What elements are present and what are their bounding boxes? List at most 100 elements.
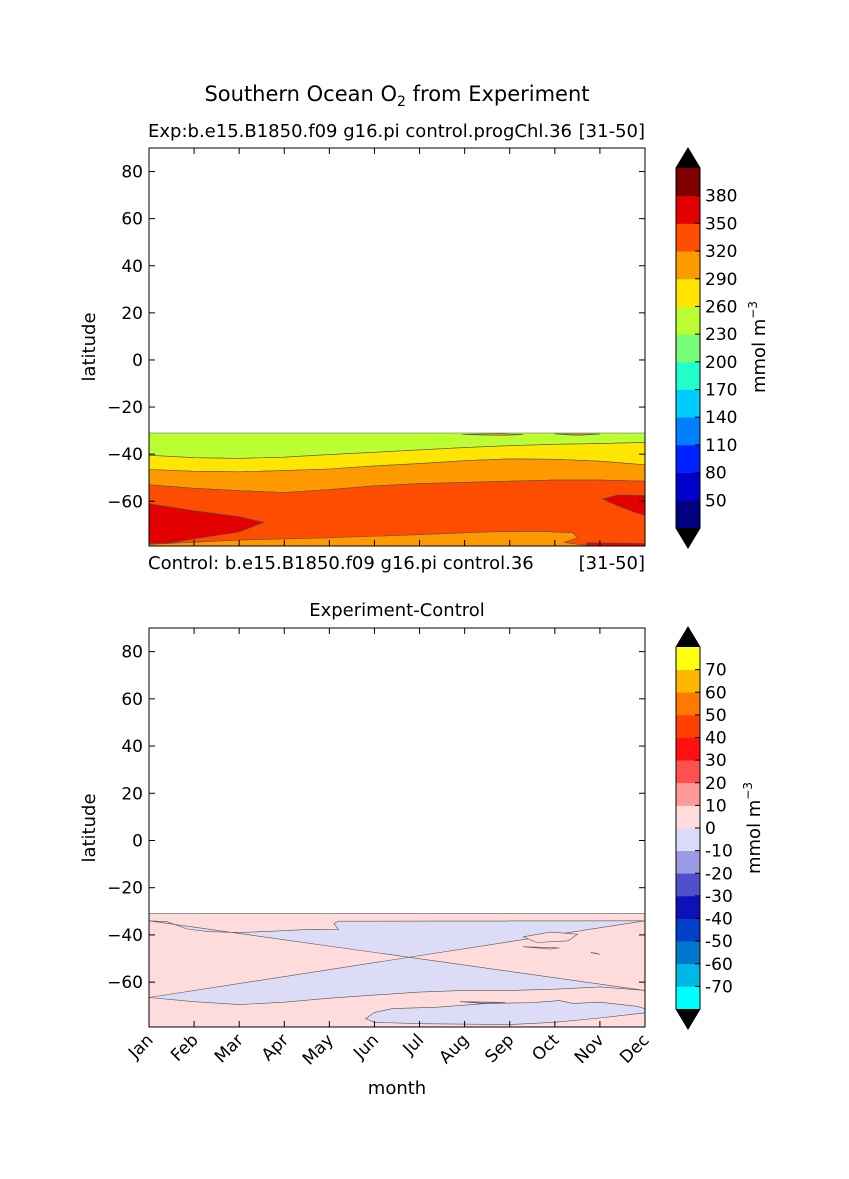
bottom-x-axis-label: month [368,1078,426,1099]
top-colorbar: 50 80 110 140 170 200 230 260 290 320 350 380 [675,147,737,549]
y-tick-label: 80 [121,643,143,663]
top-experiment-label: Exp:b.e15.B1850.f09 g16.pi control.progC… [148,121,572,142]
colorbar-tick-label: 380 [705,187,737,207]
y-tick-label: 0 [132,831,143,851]
contour-patch-0-1 [523,946,560,950]
contour-patch--20-4 [460,1001,506,1004]
colorbar-swatch [676,361,700,390]
contour-patch--10-3 [364,1000,645,1025]
y-tick-label: −20 [107,879,143,899]
y-tick-label: −40 [107,926,143,946]
colorbar-tick-label: 110 [705,436,737,456]
contour-band-320-3 [149,479,645,546]
x-tick-label: Jul [399,1030,428,1059]
y-tick-label: 20 [121,784,143,804]
contour-patch-350-0 [149,503,266,544]
x-tick-label: Nov [571,1030,609,1068]
colorbar-tick-label: -30 [705,887,733,907]
colorbar-extend-min [676,1009,700,1029]
contour-patch-0-0 [522,931,579,943]
colorbar-tick-label: 70 [705,661,727,681]
colorbar-swatch [676,306,700,335]
colorbar-swatch [676,805,700,829]
colorbar-tick-label: 80 [705,464,727,484]
colorbar-tick-label: 350 [705,214,737,234]
x-tick-label: May [299,1030,338,1069]
colorbar-swatch [676,251,700,280]
colorbar-swatch [676,195,700,224]
y-tick-label: 40 [121,737,143,757]
colorbar-swatch [676,850,700,874]
colorbar-swatch [676,782,700,806]
x-tick-label: Apr [258,1030,293,1065]
x-tick-label: Aug [436,1030,474,1068]
colorbar-tick-label: -40 [705,910,733,930]
colorbar-swatch [676,647,700,670]
colorbar-tick-label: 260 [705,297,737,317]
colorbar-swatch [676,828,700,851]
colorbar-tick-label: 320 [705,242,737,262]
x-tick-label: Feb [167,1030,202,1065]
colorbar-swatch [676,918,700,942]
colorbar-swatch [676,895,700,919]
colorbar-tick-label: 290 [705,270,737,290]
figure-title: Southern Ocean O2 from Experiment [204,82,589,110]
colorbar-outline [675,626,701,1030]
contour-patch-290-4 [462,433,524,436]
colorbar-tick-label: -50 [705,932,733,952]
y-tick-label: −60 [107,492,143,512]
colorbar-tick-label: -20 [705,864,733,884]
bottom-y-axis-label: latitude [79,793,100,862]
colorbar-tick-label: 30 [705,751,727,771]
colorbar-swatch [676,963,700,987]
colorbar-swatch [676,986,700,1010]
colorbar-swatch [676,444,700,473]
colorbar-swatch [676,334,700,363]
colorbar-tick-label: 40 [705,729,727,749]
x-tick-label: Mar [211,1030,248,1067]
top-control-label: Control: b.e15.B1850.f09 g16.pi control.… [148,553,534,574]
colorbar-tick-label: 50 [705,491,727,511]
colorbar-swatch [676,692,700,716]
contour-patch-350-1 [601,494,645,516]
colorbar-tick-label: -10 [705,842,733,862]
x-tick-label: Sep [481,1030,518,1067]
colorbar-swatch [676,417,700,446]
bottom-colorbar-label: mmol m−3 [741,782,765,874]
bottom-panel-title: Experiment-Control [309,600,485,621]
colorbar-tick-label: 170 [705,381,737,401]
colorbar-tick-label: 60 [705,683,727,703]
colorbar-extend-max [676,627,700,647]
top-experiment-years: [31-50] [579,121,645,142]
colorbar-swatch [676,500,700,529]
bottom-panel: Experiment-Control 80 60 40 20 0 −20 −40 −60 Jan… [79,600,765,1099]
plot-frame [148,627,646,1028]
colorbar-swatch [676,873,700,897]
colorbar-tick-label: 10 [705,796,727,816]
top-colorbar-label: mmol m−3 [746,301,770,393]
colorbar-tick-label: 200 [705,353,737,373]
top-control-years: [31-50] [579,553,645,574]
colorbar-tick-label: 0 [705,819,716,839]
y-tick-label: −20 [107,398,143,418]
top-contour-plot: 80 60 40 20 0 −20 −40 −60 [107,147,646,547]
colorbar-swatch [676,714,700,738]
y-tick-label: −40 [107,445,143,465]
colorbar-tick-label: 50 [705,706,727,726]
colorbar-swatch [676,941,700,965]
colorbar-swatch [676,223,700,252]
y-tick-label: 60 [121,210,143,230]
top-panel: Exp:b.e15.B1850.f09 g16.pi control.progC… [79,121,770,574]
colorbar-tick-label: -60 [705,955,733,975]
colorbar-tick-label: 140 [705,408,737,428]
colorbar-extend-max [676,148,700,168]
colorbar-swatch [676,760,700,784]
colorbar-tick-label: 20 [705,774,727,794]
contour-patch-290-5 [554,433,600,436]
colorbar-swatch [676,669,700,693]
top-y-axis-label: latitude [79,312,100,381]
y-tick-label: 0 [132,351,143,371]
colorbar-swatch [676,472,700,501]
